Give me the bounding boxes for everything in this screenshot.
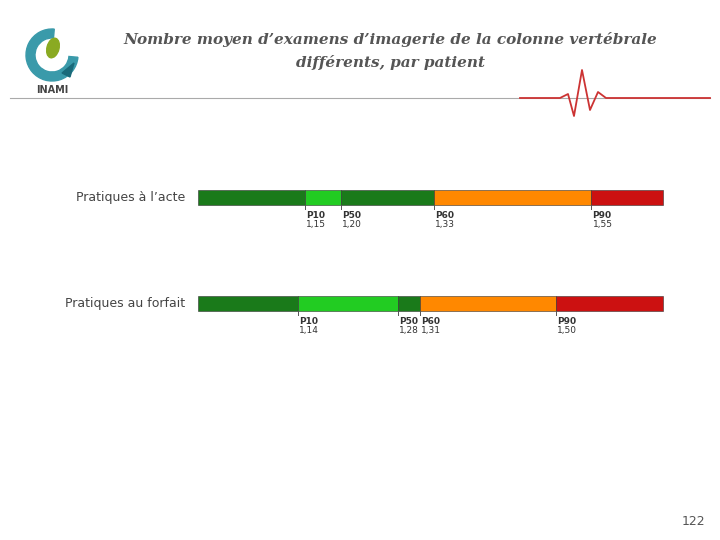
Text: 1,31: 1,31 [420,326,441,334]
Text: Pratiques à l’acte: Pratiques à l’acte [76,191,185,204]
Text: P90: P90 [593,211,611,219]
Text: différents, par patient: différents, par patient [295,55,485,70]
Polygon shape [62,63,74,77]
Text: P10: P10 [306,211,325,219]
Text: 1,28: 1,28 [400,326,419,334]
Text: 1,20: 1,20 [342,219,362,228]
Bar [434,190,591,205]
Text: 1,55: 1,55 [593,219,613,228]
Text: 1,50: 1,50 [557,326,577,334]
Text: Pratiques au forfait: Pratiques au forfait [65,296,185,309]
Text: P50: P50 [400,316,418,326]
Ellipse shape [47,38,59,58]
Wedge shape [26,29,78,81]
Text: P90: P90 [557,316,576,326]
Text: 1,14: 1,14 [299,326,319,334]
Text: P10: P10 [299,316,318,326]
Bar [198,190,305,205]
Text: 1,33: 1,33 [435,219,455,228]
Text: 1,15: 1,15 [306,219,326,228]
Bar [398,295,420,310]
Text: 122: 122 [681,515,705,528]
Text: INAMI: INAMI [36,85,68,95]
Bar [341,190,434,205]
Text: P60: P60 [420,316,440,326]
Bar [198,295,298,310]
Text: P60: P60 [435,211,454,219]
Text: P50: P50 [342,211,361,219]
Bar [591,190,663,205]
Bar [305,190,341,205]
Bar [420,295,556,310]
Text: Nombre moyen d’examens d’imagerie de la colonne vertébrale: Nombre moyen d’examens d’imagerie de la … [123,32,657,47]
Bar [556,295,663,310]
Bar [298,295,398,310]
